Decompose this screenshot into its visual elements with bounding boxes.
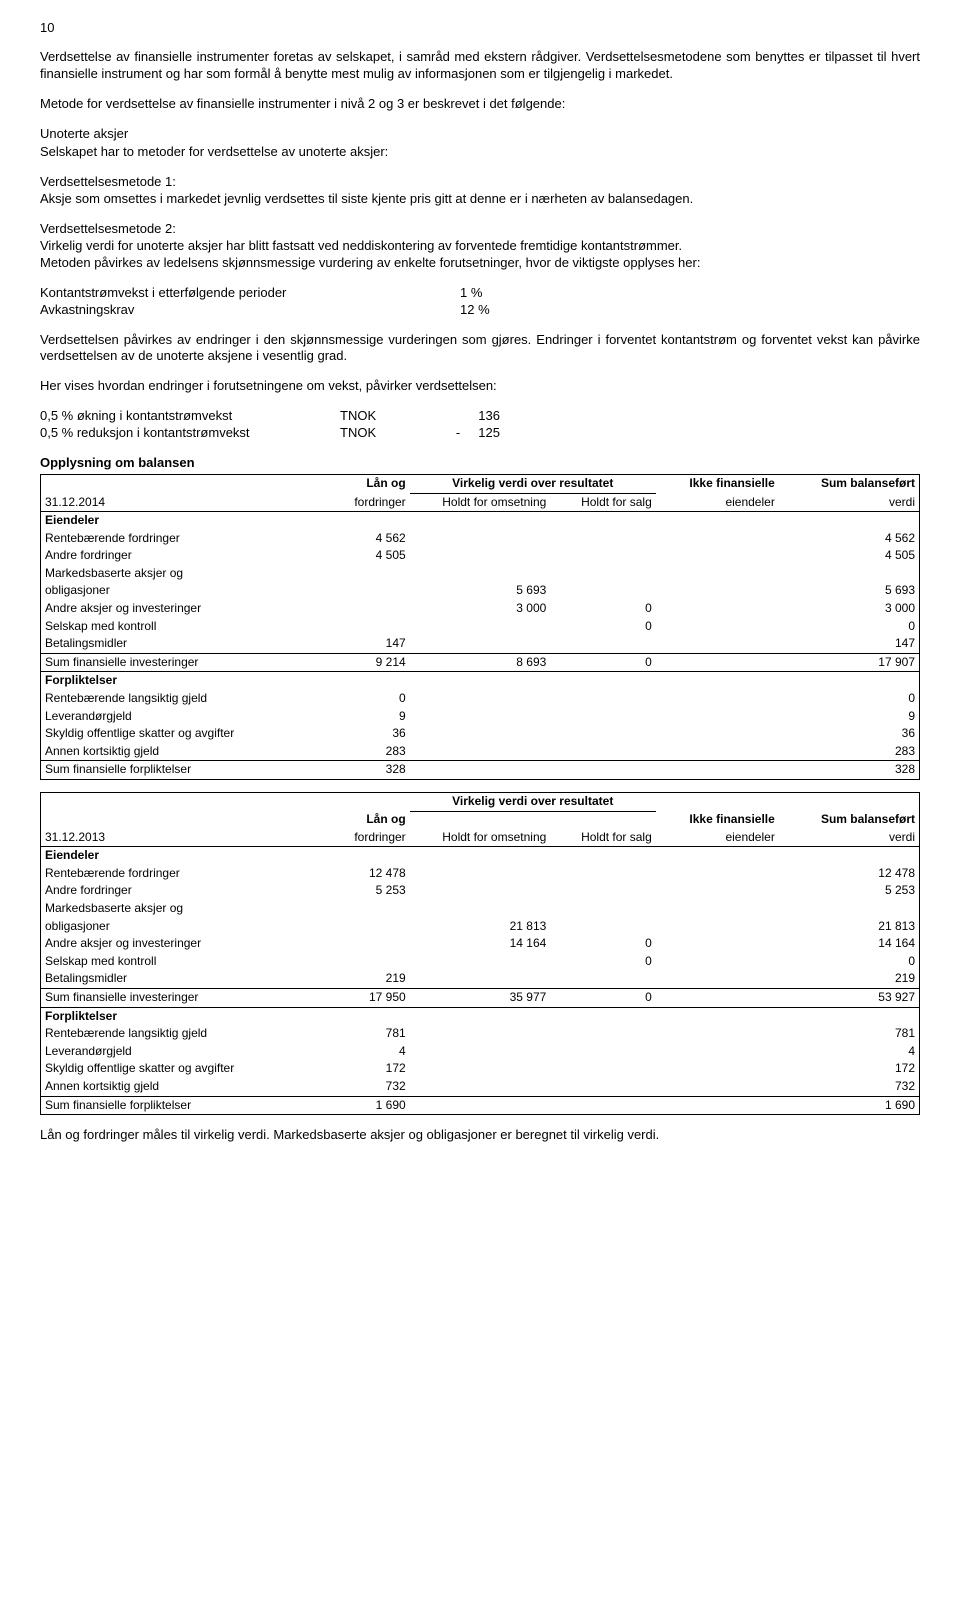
table-row: Andre aksjer og investeringer14 164014 1… bbox=[41, 935, 920, 953]
method2-text2: Metoden påvirkes av ledelsens skjønnsmes… bbox=[40, 255, 920, 272]
table-row: obligasjoner21 81321 813 bbox=[41, 918, 920, 936]
table-row: Betalingsmidler219219 bbox=[41, 970, 920, 988]
sens2-label: 0,5 % reduksjon i kontantstrømvekst bbox=[40, 425, 340, 442]
page-number: 10 bbox=[40, 20, 920, 37]
assumption-row-2: Avkastningskrav 12 % bbox=[40, 302, 920, 319]
sens1-label: 0,5 % økning i kontantstrømvekst bbox=[40, 408, 340, 425]
method1-text: Aksje som omsettes i markedet jevnlig ve… bbox=[40, 191, 920, 208]
col-header: eiendeler bbox=[656, 829, 779, 847]
table-row: obligasjoner5 6935 693 bbox=[41, 582, 920, 600]
assumption-row-1: Kontantstrømvekst i etterfølgende period… bbox=[40, 285, 920, 302]
subheader: Forpliktelser bbox=[41, 1007, 305, 1025]
col-header: Sum balanseført bbox=[779, 811, 920, 829]
method2-text1: Virkelig verdi for unoterte aksjer har b… bbox=[40, 238, 920, 255]
paragraph-4: Her vises hvordan endringer i forutsetni… bbox=[40, 378, 920, 395]
sens2-val: - 125 bbox=[420, 425, 500, 442]
col-header: Lån og bbox=[304, 474, 409, 493]
paragraph-1: Verdsettelse av finansielle instrumenter… bbox=[40, 49, 920, 83]
date-header: 31.12.2013 bbox=[41, 829, 305, 847]
col-header: fordringer bbox=[304, 493, 409, 512]
sensitivity-row-1: 0,5 % økning i kontantstrømvekst TNOK 13… bbox=[40, 408, 920, 425]
table-row: Andre fordringer4 5054 505 bbox=[41, 547, 920, 565]
col-header: Lån og bbox=[304, 811, 409, 829]
unoterte-title: Unoterte aksjer bbox=[40, 126, 920, 143]
col-header: Ikke finansielle bbox=[656, 474, 779, 493]
sum-row: Sum finansielle investeringer 17 950 35 … bbox=[41, 989, 920, 1008]
method2-title: Verdsettelsesmetode 2: bbox=[40, 221, 920, 238]
sum-row: Sum finansielle investeringer 9 214 8 69… bbox=[41, 653, 920, 672]
table-row: Selskap med kontroll00 bbox=[41, 953, 920, 971]
table-row: Leverandørgjeld44 bbox=[41, 1043, 920, 1061]
table-row: Rentebærende fordringer4 5624 562 bbox=[41, 530, 920, 548]
col-header: Ikke finansielle bbox=[656, 811, 779, 829]
assumption2-label: Avkastningskrav bbox=[40, 302, 460, 319]
table-row: Markedsbaserte aksjer og bbox=[41, 900, 920, 918]
col-header: eiendeler bbox=[656, 493, 779, 512]
subheader: Eiendeler bbox=[41, 847, 305, 865]
subheader: Forpliktelser bbox=[41, 672, 305, 690]
col-header: Holdt for salg bbox=[550, 493, 655, 512]
col-header: Holdt for salg bbox=[550, 829, 655, 847]
table-row: Rentebærende fordringer12 47812 478 bbox=[41, 865, 920, 883]
col-header: verdi bbox=[779, 493, 920, 512]
col-header: Sum balanseført bbox=[779, 474, 920, 493]
assumption1-value: 1 % bbox=[460, 285, 560, 302]
col-header: Holdt for omsetning bbox=[410, 829, 551, 847]
method1-title: Verdsettelsesmetode 1: bbox=[40, 174, 920, 191]
subheader: Eiendeler bbox=[41, 512, 305, 530]
table-row: Leverandørgjeld99 bbox=[41, 708, 920, 726]
table-row: Annen kortsiktig gjeld283283 bbox=[41, 743, 920, 761]
col-header: verdi bbox=[779, 829, 920, 847]
table-row: Andre aksjer og investeringer3 00003 000 bbox=[41, 600, 920, 618]
unoterte-intro: Selskapet har to metoder for verdsettels… bbox=[40, 144, 920, 161]
sensitivity-row-2: 0,5 % reduksjon i kontantstrømvekst TNOK… bbox=[40, 425, 920, 442]
table-2014: Lån og Virkelig verdi over resultatet Ik… bbox=[40, 474, 920, 780]
sum-row: Sum finansielle forpliktelser 1 690 1 69… bbox=[41, 1096, 920, 1115]
assumption2-value: 12 % bbox=[460, 302, 560, 319]
balance-title: Opplysning om balansen bbox=[40, 455, 920, 472]
table-row: Markedsbaserte aksjer og bbox=[41, 565, 920, 583]
col-header: Holdt for omsetning bbox=[410, 493, 551, 512]
footer-text: Lån og fordringer måles til virkelig ver… bbox=[40, 1127, 920, 1144]
paragraph-3: Verdsettelsen påvirkes av endringer i de… bbox=[40, 332, 920, 366]
table-2013: Virkelig verdi over resultatet Lån og Ik… bbox=[40, 792, 920, 1115]
table-row: Betalingsmidler147147 bbox=[41, 635, 920, 653]
table-row: Skyldig offentlige skatter og avgifter36… bbox=[41, 725, 920, 743]
table-row: Rentebærende langsiktig gjeld00 bbox=[41, 690, 920, 708]
table-row: Skyldig offentlige skatter og avgifter17… bbox=[41, 1060, 920, 1078]
date-header: 31.12.2014 bbox=[41, 493, 305, 512]
col-header-span: Virkelig verdi over resultatet bbox=[410, 793, 656, 812]
col-header: fordringer bbox=[304, 829, 409, 847]
table-row: Selskap med kontroll00 bbox=[41, 618, 920, 636]
sens1-curr: TNOK bbox=[340, 408, 420, 425]
table-row: Rentebærende langsiktig gjeld781781 bbox=[41, 1025, 920, 1043]
sens2-curr: TNOK bbox=[340, 425, 420, 442]
sum-row: Sum finansielle forpliktelser 328 328 bbox=[41, 761, 920, 780]
table-row: Andre fordringer5 2535 253 bbox=[41, 882, 920, 900]
table-row: Annen kortsiktig gjeld732732 bbox=[41, 1078, 920, 1096]
col-header-span: Virkelig verdi over resultatet bbox=[410, 474, 656, 493]
sens1-val: 136 bbox=[420, 408, 500, 425]
assumption1-label: Kontantstrømvekst i etterfølgende period… bbox=[40, 285, 460, 302]
paragraph-2: Metode for verdsettelse av finansielle i… bbox=[40, 96, 920, 113]
